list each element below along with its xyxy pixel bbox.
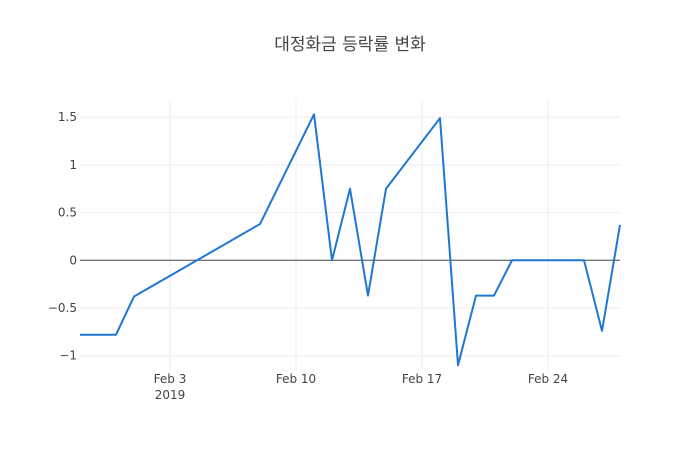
data-point: [367, 295, 369, 297]
data-point: [79, 334, 81, 336]
data-point: [439, 117, 441, 119]
data-point: [133, 296, 135, 298]
data-point: [313, 113, 315, 115]
y-tick-label: −0.5: [48, 301, 77, 315]
series-line: [80, 113, 621, 367]
series-group: [79, 113, 621, 367]
grid-lines: [80, 100, 620, 370]
x-tick-label: Feb 10: [276, 372, 316, 386]
data-point: [601, 330, 603, 332]
data-point: [115, 334, 117, 336]
data-point: [583, 259, 585, 261]
data-point: [457, 364, 459, 366]
data-point: [619, 224, 621, 226]
data-point: [331, 259, 333, 261]
y-tick-label: 0.5: [58, 206, 77, 220]
x-tick-label: Feb 17: [402, 372, 442, 386]
y-tick-label: −1: [59, 349, 77, 363]
data-point: [475, 295, 477, 297]
y-tick-label: 1: [69, 158, 77, 172]
data-point: [511, 259, 513, 261]
x-tick-label: Feb 24: [528, 372, 568, 386]
data-point: [565, 259, 567, 261]
chart-title: 대정화금 등락률 변화: [274, 35, 426, 55]
data-point: [385, 188, 387, 190]
data-point: [97, 334, 99, 336]
y-axis-ticks: 1.5 1 0.5 0 −0.5 −1: [48, 110, 77, 363]
data-point: [259, 223, 261, 225]
y-tick-label: 1.5: [58, 110, 77, 124]
data-point: [493, 295, 495, 297]
x-axis-ticks: Feb 3 2019 Feb 10 Feb 17 Feb 24: [154, 372, 569, 402]
x-tick-label: Feb 3: [154, 372, 187, 386]
data-point: [349, 188, 351, 190]
x-tick-sublabel: 2019: [155, 388, 186, 402]
y-tick-label: 0: [69, 253, 77, 267]
